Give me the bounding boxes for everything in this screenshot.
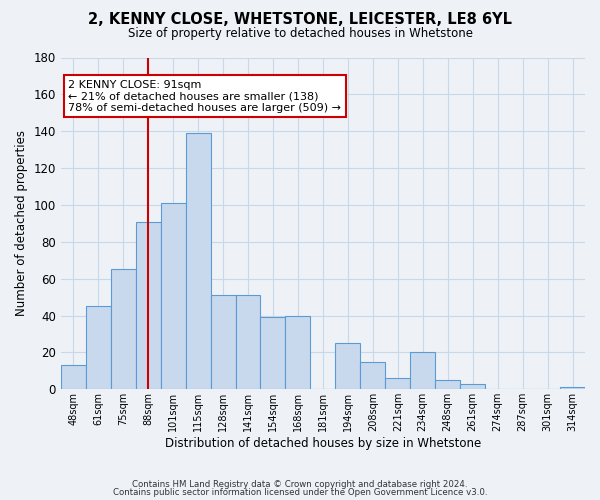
Bar <box>286 316 310 390</box>
Bar <box>410 352 435 390</box>
Bar <box>86 306 111 390</box>
Bar <box>560 388 585 390</box>
Text: Contains HM Land Registry data © Crown copyright and database right 2024.: Contains HM Land Registry data © Crown c… <box>132 480 468 489</box>
Bar <box>211 296 236 390</box>
Text: Size of property relative to detached houses in Whetstone: Size of property relative to detached ho… <box>128 28 473 40</box>
Text: 2, KENNY CLOSE, WHETSTONE, LEICESTER, LE8 6YL: 2, KENNY CLOSE, WHETSTONE, LEICESTER, LE… <box>88 12 512 28</box>
Bar <box>161 203 185 390</box>
Y-axis label: Number of detached properties: Number of detached properties <box>15 130 28 316</box>
Bar <box>385 378 410 390</box>
Bar <box>335 343 361 390</box>
Bar <box>260 318 286 390</box>
Bar <box>460 384 485 390</box>
Bar <box>361 362 385 390</box>
Bar <box>111 270 136 390</box>
Text: Contains public sector information licensed under the Open Government Licence v3: Contains public sector information licen… <box>113 488 487 497</box>
Bar <box>236 296 260 390</box>
Text: 2 KENNY CLOSE: 91sqm
← 21% of detached houses are smaller (138)
78% of semi-deta: 2 KENNY CLOSE: 91sqm ← 21% of detached h… <box>68 80 341 113</box>
Bar <box>435 380 460 390</box>
Bar <box>61 366 86 390</box>
Bar <box>185 133 211 390</box>
X-axis label: Distribution of detached houses by size in Whetstone: Distribution of detached houses by size … <box>165 437 481 450</box>
Bar <box>136 222 161 390</box>
